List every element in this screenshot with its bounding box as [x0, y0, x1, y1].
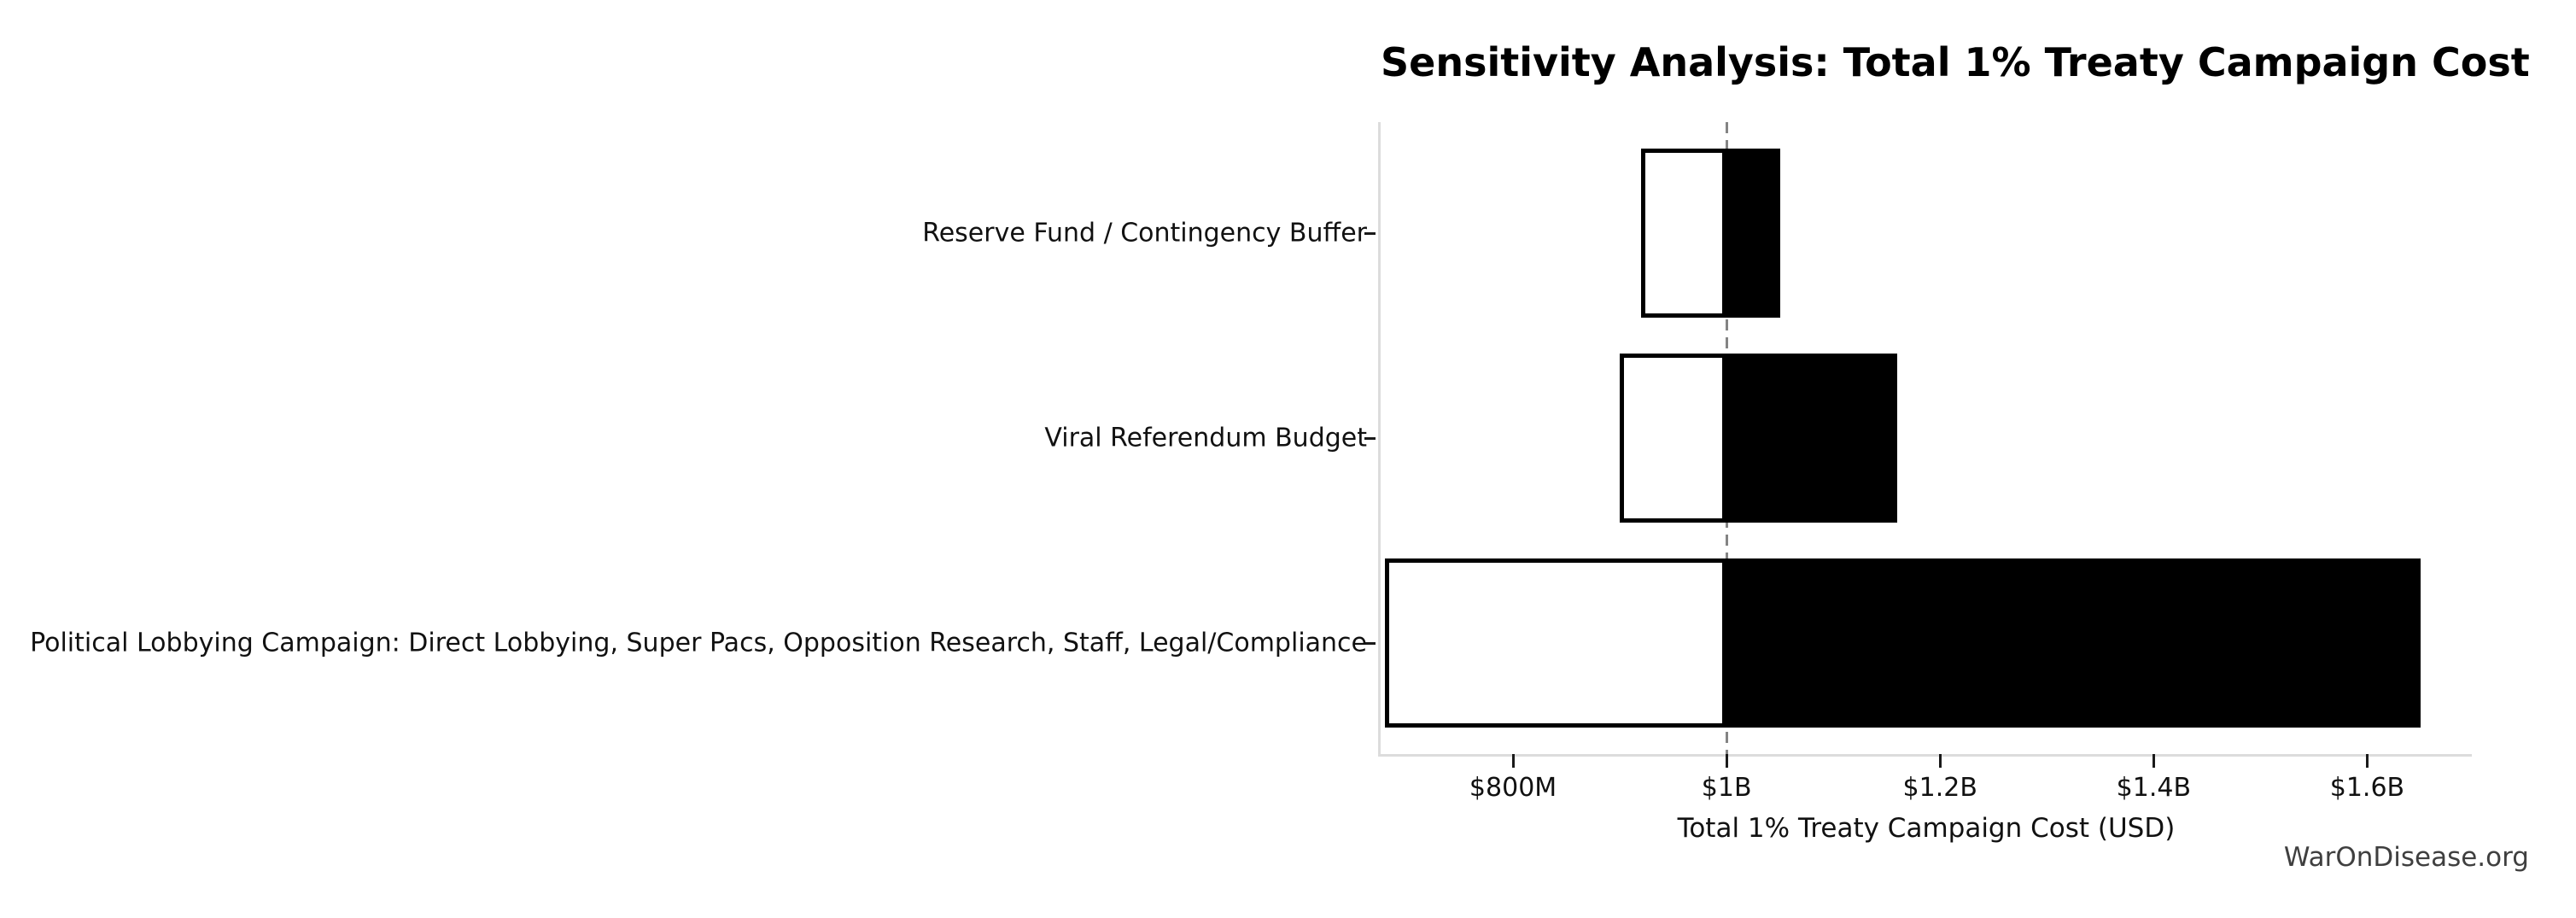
x-tick [2365, 754, 2369, 768]
chart-title: Sensitivity Analysis: Total 1% Treaty Ca… [1381, 39, 2530, 85]
y-tick [1364, 231, 1376, 235]
x-tick-label: $800M [1469, 773, 1557, 803]
bar-high-segment [1726, 149, 1780, 318]
bar-low-segment [1641, 149, 1727, 318]
x-axis-label: Total 1% Treaty Campaign Cost (USD) [1677, 813, 2176, 844]
watermark-text: WarOnDisease.org [2283, 842, 2529, 873]
x-tick [1938, 754, 1942, 768]
category-label: Viral Referendum Budget [1044, 423, 1367, 453]
x-tick-label: $1B [1701, 773, 1752, 803]
x-tick [1725, 754, 1728, 768]
x-tick-label: $1.2B [1902, 773, 1977, 803]
x-tick [1511, 754, 1515, 768]
x-tick-label: $1.4B [2116, 773, 2192, 803]
x-tick-label: $1.6B [2329, 773, 2405, 803]
bar-low-segment [1620, 354, 1727, 523]
x-tick [2152, 754, 2155, 768]
category-label: Political Lobbying Campaign: Direct Lobb… [30, 628, 1367, 658]
plot-area: $800M $1B $1.2B $1.4B $1.6B [1364, 122, 2472, 803]
y-tick [1364, 641, 1376, 645]
y-tick [1364, 436, 1376, 440]
category-label: Reserve Fund / Contingency Buffer [922, 218, 1367, 249]
bar-high-segment [1726, 354, 1898, 523]
bar-low-segment [1385, 558, 1727, 728]
bar-high-segment [1726, 558, 2421, 728]
